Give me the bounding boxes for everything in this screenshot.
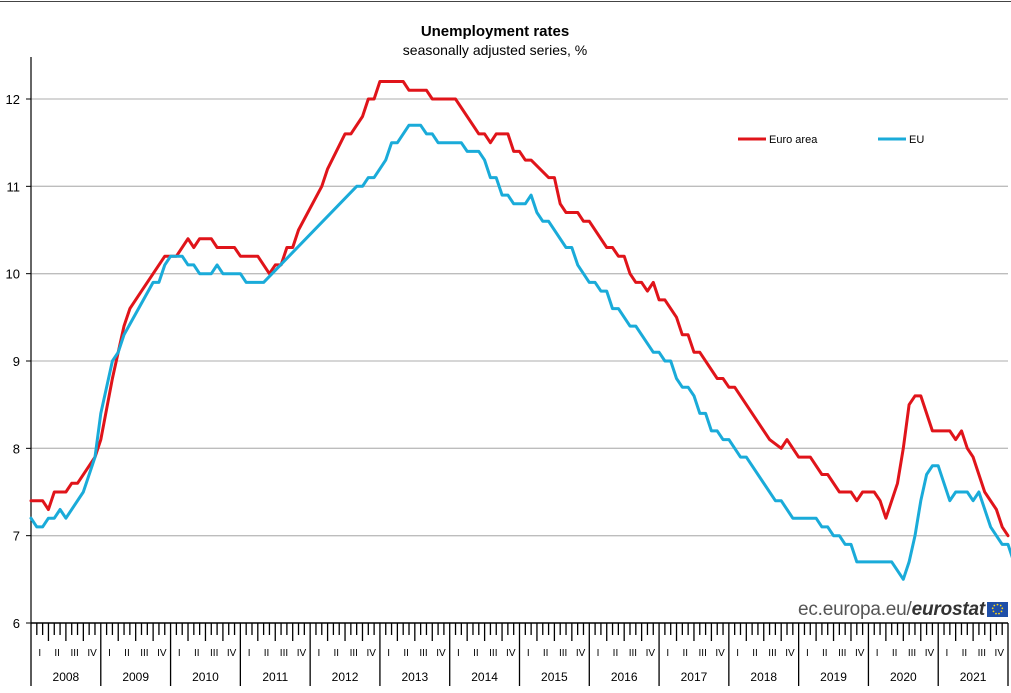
quarter-label: II xyxy=(334,648,340,659)
quarter-label: I xyxy=(248,648,251,659)
legend: Euro area EU xyxy=(738,134,924,146)
quarter-label: I xyxy=(806,648,809,659)
y-tick-label-7: 7 xyxy=(13,529,20,544)
quarter-label: I xyxy=(946,648,949,659)
eu-flag-icon xyxy=(987,602,1008,617)
quarter-label: I xyxy=(597,648,600,659)
quarter-label: II xyxy=(124,648,130,659)
quarter-label: III xyxy=(140,648,148,659)
year-label-2011: 2011 xyxy=(262,670,288,684)
quarter-label: I xyxy=(876,648,879,659)
series-lines xyxy=(29,80,1011,581)
quarter-label: II xyxy=(752,648,758,659)
series-line-1 xyxy=(29,123,1011,581)
legend-label-0: Euro area xyxy=(769,134,818,146)
y-tick-label-11: 11 xyxy=(7,179,21,194)
y-tick-label-10: 10 xyxy=(6,267,20,282)
quarter-label: II xyxy=(892,648,898,659)
y-tick-label-12: 12 xyxy=(6,92,20,107)
quarter-label: I xyxy=(178,648,181,659)
quarter-label: II xyxy=(194,648,200,659)
chart-title: Unemployment rates xyxy=(421,23,569,40)
quarter-label: III xyxy=(838,648,846,659)
source-label: ec.europa.eu/ xyxy=(798,599,912,620)
y-tick-label-6: 6 xyxy=(13,616,20,631)
quarter-label: III xyxy=(350,648,358,659)
quarter-label: III xyxy=(768,648,776,659)
quarter-label: IV xyxy=(297,648,307,659)
quarter-label: I xyxy=(108,648,111,659)
year-label-2010: 2010 xyxy=(192,670,219,684)
quarter-label: I xyxy=(527,648,530,659)
quarter-label: III xyxy=(70,648,78,659)
y-tick-label-8: 8 xyxy=(13,441,20,456)
quarter-label: I xyxy=(457,648,460,659)
quarter-label: IV xyxy=(785,648,795,659)
quarter-label: I xyxy=(38,648,41,659)
quarter-label: II xyxy=(473,648,479,659)
year-label-2014: 2014 xyxy=(471,670,498,684)
quarter-label: IV xyxy=(925,648,935,659)
year-label-2012: 2012 xyxy=(332,670,359,684)
quarter-label: II xyxy=(682,648,688,659)
series-line-0 xyxy=(29,80,1010,538)
quarter-label: IV xyxy=(855,648,865,659)
quarter-label: III xyxy=(699,648,707,659)
source-watermark: ec.europa.eu/eurostat xyxy=(798,599,985,621)
year-label-2021: 2021 xyxy=(960,670,987,684)
year-label-2019: 2019 xyxy=(820,670,847,684)
year-label-2018: 2018 xyxy=(750,670,777,684)
year-label-2013: 2013 xyxy=(401,670,428,684)
quarter-label: II xyxy=(613,648,619,659)
quarter-label: IV xyxy=(366,648,376,659)
y-axis-ticks: 6 7 8 9 10 11 12 xyxy=(6,57,32,631)
year-label-2008: 2008 xyxy=(53,670,80,684)
quarter-label: IV xyxy=(715,648,725,659)
quarter-label: II xyxy=(543,648,549,659)
quarter-label: III xyxy=(559,648,567,659)
legend-label-1: EU xyxy=(909,134,924,146)
quarter-label: I xyxy=(736,648,739,659)
quarter-label: II xyxy=(962,648,968,659)
quarter-label: III xyxy=(908,648,916,659)
quarter-label: IV xyxy=(157,648,167,659)
year-label-2015: 2015 xyxy=(541,670,568,684)
quarter-label: III xyxy=(419,648,427,659)
quarter-label: I xyxy=(666,648,669,659)
quarter-label: IV xyxy=(87,648,97,659)
quarter-label: II xyxy=(403,648,409,659)
year-label-2009: 2009 xyxy=(122,670,149,684)
year-label-2017: 2017 xyxy=(681,670,708,684)
quarter-label: II xyxy=(822,648,828,659)
year-label-2020: 2020 xyxy=(890,670,917,684)
quarter-label: IV xyxy=(506,648,516,659)
quarter-label: III xyxy=(280,648,288,659)
quarter-label: II xyxy=(264,648,270,659)
year-label-2016: 2016 xyxy=(611,670,638,684)
quarter-label: III xyxy=(210,648,218,659)
quarter-label: III xyxy=(978,648,986,659)
chart-subtitle: seasonally adjusted series, % xyxy=(403,42,587,58)
quarter-label: III xyxy=(629,648,637,659)
gridlines xyxy=(31,98,1008,537)
y-tick-label-9: 9 xyxy=(13,354,20,369)
quarter-label: IV xyxy=(436,648,446,659)
quarter-label: IV xyxy=(227,648,237,659)
quarter-label: IV xyxy=(995,648,1005,659)
quarter-label: IV xyxy=(646,648,656,659)
quarter-label: III xyxy=(489,648,497,659)
quarter-label: II xyxy=(54,648,60,659)
quarter-label: I xyxy=(387,648,390,659)
quarter-label: I xyxy=(317,648,320,659)
quarter-label: IV xyxy=(576,648,586,659)
brand-label: eurostat xyxy=(911,599,986,620)
